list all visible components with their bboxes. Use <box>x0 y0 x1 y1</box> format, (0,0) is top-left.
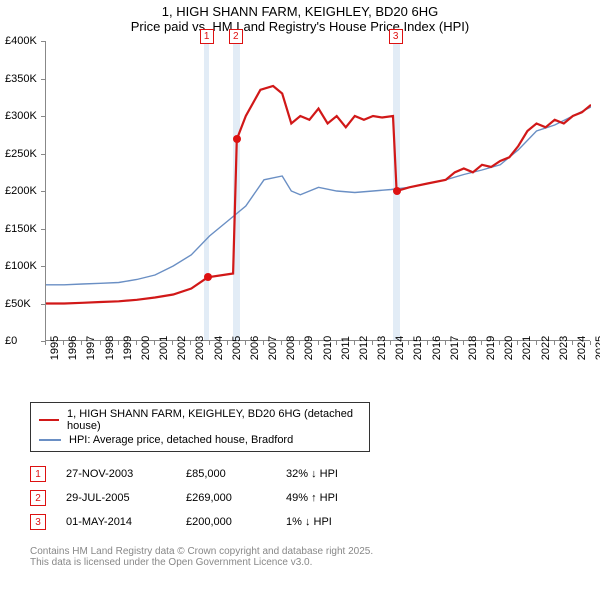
event-hpi: 1% ↓ HPI <box>286 516 376 528</box>
events-table: 1 27-NOV-2003 £85,000 32% ↓ HPI 2 29-JUL-2005… <box>30 462 592 534</box>
x-axis-label: 2008 <box>285 336 297 360</box>
event-date: 27-NOV-2003 <box>66 468 166 480</box>
x-axis-label: 2022 <box>540 336 552 360</box>
legend-label: HPI: Average price, detached house, Brad… <box>69 434 293 446</box>
title-subtitle: Price paid vs. HM Land Registry's House … <box>0 19 600 34</box>
x-axis-label: 2016 <box>431 336 443 360</box>
x-axis-label: 2010 <box>322 336 334 360</box>
event-row: 1 27-NOV-2003 £85,000 32% ↓ HPI <box>30 462 592 486</box>
x-axis-label: 2012 <box>358 336 370 360</box>
x-axis-label: 2004 <box>213 336 225 360</box>
x-axis-label: 2017 <box>449 336 461 360</box>
plot-region <box>45 41 590 341</box>
legend-swatch <box>39 419 59 422</box>
x-axis-label: 1998 <box>104 336 116 360</box>
event-number: 3 <box>30 514 46 530</box>
x-axis-label: 2006 <box>249 336 261 360</box>
event-hpi: 49% ↑ HPI <box>286 492 376 504</box>
legend-box: 1, HIGH SHANN FARM, KEIGHLEY, BD20 6HG (… <box>30 402 370 452</box>
line-chart-svg <box>46 41 591 341</box>
x-axis-label: 2019 <box>485 336 497 360</box>
x-axis-label: 1999 <box>122 336 134 360</box>
event-price: £85,000 <box>186 468 266 480</box>
y-axis-label: £250K <box>5 148 43 160</box>
y-axis-label: £50K <box>5 298 43 310</box>
y-axis-label: £300K <box>5 110 43 122</box>
x-axis-label: 1997 <box>85 336 97 360</box>
x-axis-label: 2024 <box>576 336 588 360</box>
x-axis-label: 2025 <box>594 336 600 360</box>
legend-item: 1, HIGH SHANN FARM, KEIGHLEY, BD20 6HG (… <box>39 407 361 433</box>
x-axis-label: 2018 <box>467 336 479 360</box>
legend-label: 1, HIGH SHANN FARM, KEIGHLEY, BD20 6HG (… <box>67 408 361 432</box>
chart-header: 1, HIGH SHANN FARM, KEIGHLEY, BD20 6HG P… <box>0 0 600 36</box>
footer-line2: This data is licensed under the Open Gov… <box>30 557 592 568</box>
x-axis-label: 2005 <box>231 336 243 360</box>
event-price: £269,000 <box>186 492 266 504</box>
x-axis-label: 2003 <box>194 336 206 360</box>
x-axis-label: 1995 <box>49 336 61 360</box>
sale-marker: 3 <box>389 29 403 44</box>
y-axis-label: £100K <box>5 260 43 272</box>
footer-line1: Contains HM Land Registry data © Crown c… <box>30 546 592 557</box>
chart-area: £0 £50K £100K £150K £200K £250K £300K £350K £400… <box>5 36 595 396</box>
legend-swatch <box>39 439 61 441</box>
property-line <box>46 86 591 304</box>
x-axis-label: 2015 <box>412 336 424 360</box>
y-axis-label: £350K <box>5 73 43 85</box>
x-axis-label: 1996 <box>67 336 79 360</box>
sale-point <box>204 273 212 281</box>
event-row: 2 29-JUL-2005 £269,000 49% ↑ HPI <box>30 486 592 510</box>
event-row: 3 01-MAY-2014 £200,000 1% ↓ HPI <box>30 510 592 534</box>
x-axis-label: 2021 <box>521 336 533 360</box>
title-address: 1, HIGH SHANN FARM, KEIGHLEY, BD20 6HG <box>0 4 600 19</box>
event-price: £200,000 <box>186 516 266 528</box>
y-axis-label: £200K <box>5 185 43 197</box>
x-axis-label: 2013 <box>376 336 388 360</box>
event-date: 29-JUL-2005 <box>66 492 166 504</box>
x-axis-label: 2011 <box>340 336 352 360</box>
x-axis-label: 2014 <box>394 336 406 360</box>
hpi-line <box>46 107 591 285</box>
y-axis-label: £150K <box>5 223 43 235</box>
y-axis-label: £400K <box>5 35 43 47</box>
event-number: 2 <box>30 490 46 506</box>
sale-marker: 1 <box>200 29 214 44</box>
legend-item: HPI: Average price, detached house, Brad… <box>39 433 361 447</box>
y-axis-label: £0 <box>5 335 43 347</box>
x-axis-label: 2001 <box>158 336 170 360</box>
x-axis-label: 2023 <box>558 336 570 360</box>
x-axis-label: 2007 <box>267 336 279 360</box>
sale-point <box>393 187 401 195</box>
sale-point <box>233 135 241 143</box>
footer-attribution: Contains HM Land Registry data © Crown c… <box>30 546 592 568</box>
sale-marker: 2 <box>229 29 243 44</box>
event-date: 01-MAY-2014 <box>66 516 166 528</box>
event-hpi: 32% ↓ HPI <box>286 468 376 480</box>
event-number: 1 <box>30 466 46 482</box>
x-axis-label: 2002 <box>176 336 188 360</box>
x-axis-label: 2000 <box>140 336 152 360</box>
x-axis-label: 2009 <box>303 336 315 360</box>
x-axis-label: 2020 <box>503 336 515 360</box>
